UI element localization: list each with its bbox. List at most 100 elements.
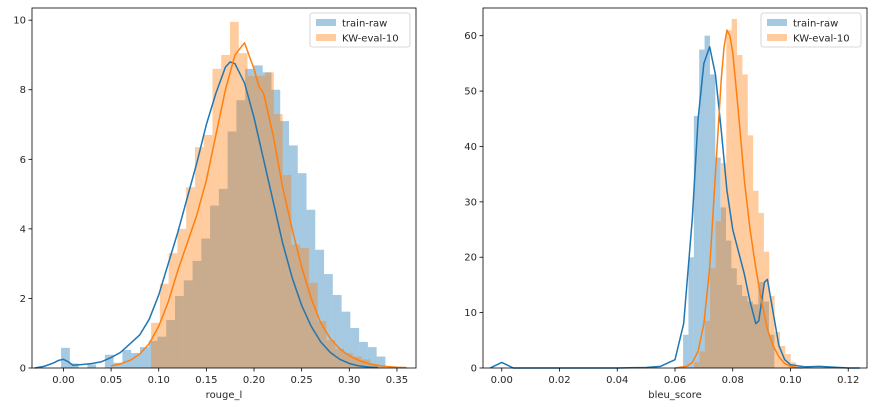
histogram-bar [166, 320, 176, 368]
kde-line-kw-eval-10 [110, 42, 407, 369]
histogram-bar [769, 296, 775, 368]
histogram-bar [376, 356, 386, 368]
legend-label: train-raw [793, 19, 838, 30]
histogram-bar [747, 135, 754, 368]
histogram-bar [87, 364, 97, 368]
histogram-bar [183, 280, 193, 368]
kde-line-train-raw [34, 61, 378, 369]
histogram-bar [341, 311, 351, 368]
chart-panel-rouge-l: 0.00 0.05 0.10 0.15 0.20 0.25 0.30 0.35 0 2 4 6 8 10 r… [13, 7, 417, 401]
histogram-bar [203, 134, 213, 368]
plot-area [483, 8, 867, 368]
histogram-bar [720, 207, 727, 368]
histogram-bar [139, 347, 149, 368]
x-tick-label: 0.06 [664, 375, 686, 386]
x-axis-label: rouge_l [206, 390, 243, 401]
y-tick-label: 10 [13, 16, 26, 27]
histogram-bar [683, 334, 689, 368]
x-tick-label: 0.08 [722, 375, 744, 386]
histogram-bar [758, 282, 764, 368]
histogram-bar [720, 163, 727, 368]
y-tick-label: 6 [20, 155, 26, 166]
legend: train-raw KW-eval-10 [760, 12, 862, 48]
histogram-bar [737, 55, 743, 368]
kde-line-kw-eval-10 [674, 29, 803, 369]
y-tick-label: 8 [20, 85, 26, 96]
legend-swatch [316, 34, 336, 41]
histogram-bar [779, 345, 786, 368]
histogram-bar [736, 284, 743, 368]
histogram-bar [361, 359, 371, 368]
y-tick-label: 10 [464, 308, 477, 319]
histogram-bar [157, 336, 167, 368]
histogram-bar [731, 19, 738, 368]
histogram-bar [704, 320, 711, 368]
histogram-bar [159, 283, 169, 368]
histogram-bar [367, 347, 377, 368]
x-tick-label: 0.04 [606, 375, 628, 386]
histogram-bar [273, 114, 283, 368]
y-tick-label: 60 [464, 31, 477, 42]
histogram-bar [230, 21, 239, 368]
legend-swatch [767, 34, 787, 41]
histogram-bar [256, 75, 266, 369]
histogram-bar [175, 296, 184, 368]
histogram-bar [694, 362, 700, 368]
histogram-bar [332, 294, 342, 368]
histogram-bar [343, 353, 353, 368]
legend-label: KW-eval-10 [793, 34, 850, 45]
y-tick-label: 0 [471, 364, 477, 375]
histogram-bar [238, 53, 248, 368]
x-tick-label: 0.10 [779, 375, 801, 386]
histogram-bar [774, 332, 780, 368]
histogram-bar [291, 244, 301, 368]
histogram-bar [315, 249, 325, 368]
histogram-bar [221, 54, 231, 369]
histogram-bar [726, 240, 732, 368]
legend: train-raw KW-eval-10 [309, 12, 411, 48]
histogram-bar [253, 65, 263, 369]
histogram-bar [308, 282, 318, 368]
axes-frame [31, 7, 417, 369]
histogram-bar [194, 147, 204, 368]
x-tick-label: 0.10 [148, 375, 170, 386]
histogram-bar [151, 322, 160, 368]
y-tick-label: 40 [464, 142, 477, 153]
histogram-bar [359, 341, 368, 368]
x-tick-label: 0.02 [548, 375, 570, 386]
histogram-bar [699, 351, 705, 368]
histogram-bar [747, 301, 753, 368]
legend-box [760, 12, 862, 48]
histogram-bar [168, 253, 178, 368]
histogram-bar [186, 187, 195, 368]
histogram-bar [317, 321, 327, 368]
histogram-bar [752, 304, 759, 368]
y-tick-label: 30 [464, 197, 477, 208]
histogram-bar [210, 205, 219, 368]
histogram-bar [288, 145, 298, 368]
histogram-bar [122, 349, 132, 368]
y-tick-label: 4 [20, 224, 26, 235]
histogram-bar [218, 188, 228, 368]
histogram-bar [177, 228, 187, 368]
histogram-bar [688, 257, 694, 368]
histogram-bar [370, 363, 380, 368]
x-tick-label: 0.12 [837, 375, 859, 386]
histogram-bar [212, 68, 222, 368]
histogram-bar [236, 100, 246, 368]
histogram-bar [201, 238, 211, 368]
y-tick-label: 20 [464, 253, 477, 264]
x-tick-label: 0.15 [195, 375, 217, 386]
x-axis-label: bleu_score [648, 390, 702, 401]
histogram-bar [715, 221, 721, 368]
histogram-bar [753, 190, 759, 368]
histogram-bar [785, 354, 791, 368]
histogram-bar [131, 353, 140, 368]
plot-area [32, 8, 416, 368]
histogram-bar [148, 340, 158, 368]
histogram-bar [280, 121, 289, 368]
x-tick-label: 0.05 [100, 375, 122, 386]
histogram-bar [769, 334, 775, 368]
histogram-bar [265, 72, 274, 368]
histogram-bar [715, 157, 721, 368]
